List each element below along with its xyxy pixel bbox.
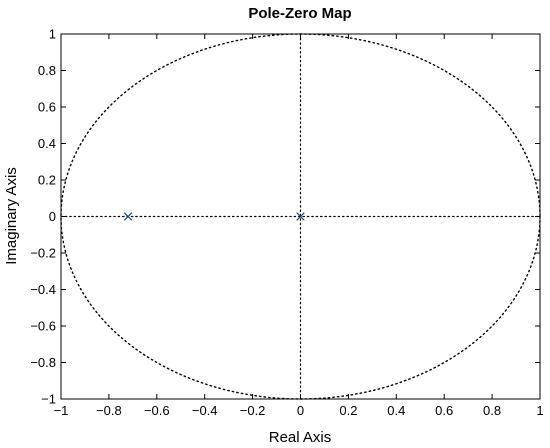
y-tick-label: −0.6 (30, 319, 56, 334)
y-tick-label: 0.4 (38, 136, 56, 151)
y-tick-label: −0.4 (30, 282, 56, 297)
x-tick-label: 0.2 (339, 403, 357, 418)
x-axis-label: Real Axis (269, 429, 332, 446)
pole-marker (123, 212, 133, 221)
y-tick-label: 1 (49, 27, 56, 42)
y-tick-label: 0.6 (38, 100, 56, 115)
y-tick-label: 0.2 (38, 173, 56, 188)
x-tick-label: −0.8 (96, 403, 122, 418)
x-tick-label: −1 (54, 403, 69, 418)
y-tick-label: −1 (41, 392, 56, 407)
chart-title: Pole-Zero Map (248, 5, 351, 22)
y-axis-label: Imaginary Axis (3, 167, 20, 265)
y-tick-label: 0.8 (38, 63, 56, 78)
y-tick-label: 0 (49, 209, 56, 224)
x-tick-label: −0.6 (144, 403, 170, 418)
x-tick-label: 0.4 (387, 403, 405, 418)
x-tick-label: −0.4 (192, 403, 218, 418)
x-tick-label: 1 (536, 403, 543, 418)
x-tick-label: −0.2 (240, 403, 266, 418)
y-tick-label: −0.2 (30, 246, 56, 261)
y-tick-label: −0.8 (30, 355, 56, 370)
x-tick-label: 0.8 (483, 403, 501, 418)
pole-marker (296, 212, 305, 221)
x-tick-label: 0 (297, 403, 304, 418)
plot-area: −1 −0.8 −0.6 −0.4 −0.2 0 0.2 0.4 0.6 0.8 1 −1 −0.8 −0… (30, 27, 543, 419)
x-tick-label: 0.6 (435, 403, 453, 418)
